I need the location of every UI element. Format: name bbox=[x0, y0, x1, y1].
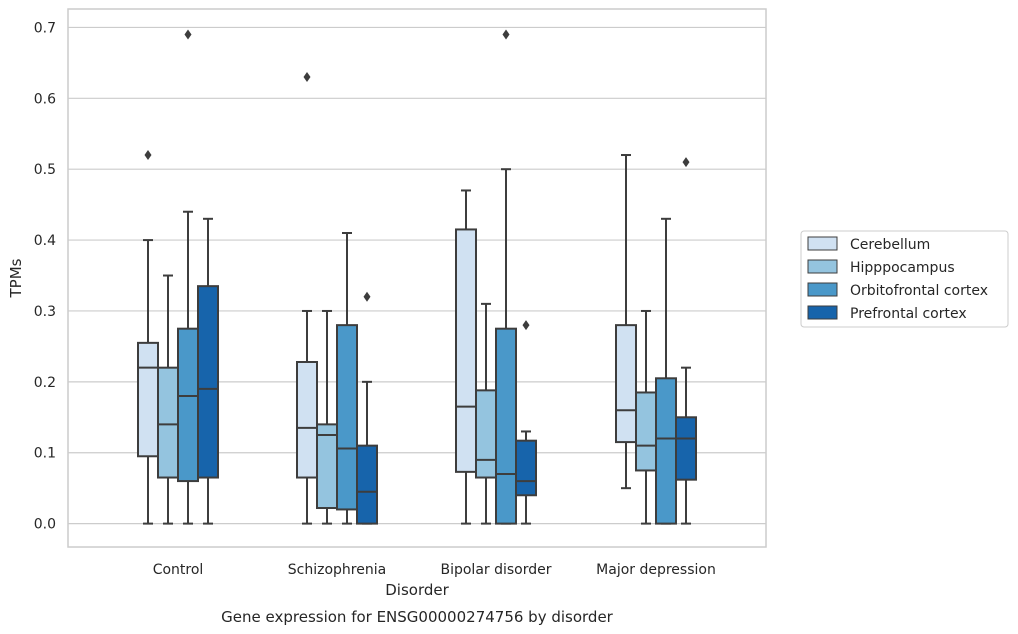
x-axis-title: Disorder bbox=[385, 581, 449, 599]
x-tick-labels: Control Schizophrenia Bipolar disorder Majo… bbox=[153, 562, 716, 578]
x-tick-label: Schizophrenia bbox=[288, 562, 386, 578]
box-prefrontal-cortex bbox=[515, 320, 537, 525]
box-cerebellum bbox=[455, 189, 477, 525]
y-tick-label: 0.1 bbox=[34, 446, 56, 462]
box-hipppocampus bbox=[475, 302, 497, 525]
y-tick-label: 0.6 bbox=[34, 91, 56, 107]
outlier-point bbox=[303, 72, 311, 83]
outlier-point bbox=[363, 291, 371, 302]
box-orbitofrontal-cortex bbox=[177, 29, 199, 525]
box-iqr bbox=[296, 360, 318, 479]
box-cerebellum bbox=[137, 150, 159, 525]
box-iqr bbox=[635, 391, 657, 472]
legend-label: Hipppocampus bbox=[850, 260, 955, 276]
box-cerebellum bbox=[296, 72, 318, 525]
legend-label: Prefrontal cortex bbox=[850, 306, 967, 322]
legend: Cerebellum Hipppocampus Orbitofrontal cort… bbox=[800, 230, 1009, 328]
box-orbitofrontal-cortex bbox=[336, 231, 358, 525]
outlier-point bbox=[502, 29, 510, 40]
outlier-point bbox=[522, 320, 530, 331]
y-tick-labels: 0.0 0.1 0.2 0.3 0.4 0.5 0.6 0.7 bbox=[34, 20, 56, 532]
box-iqr bbox=[475, 389, 497, 479]
y-tick-label: 0.5 bbox=[34, 162, 56, 178]
chart-caption: Gene expression for ENSG00000274756 by d… bbox=[221, 608, 614, 626]
outlier-point bbox=[144, 150, 152, 161]
box-iqr bbox=[316, 423, 338, 510]
box-cerebellum bbox=[615, 154, 637, 490]
box-iqr bbox=[515, 439, 537, 497]
y-axis-title: TPMs bbox=[7, 258, 25, 298]
y-tick-label: 0.0 bbox=[34, 517, 56, 533]
y-tick-label: 0.2 bbox=[34, 375, 56, 391]
box-iqr bbox=[157, 366, 179, 479]
legend-frame bbox=[800, 230, 1009, 328]
box-iqr bbox=[336, 324, 358, 511]
boxes bbox=[137, 29, 697, 525]
y-tick-label: 0.3 bbox=[34, 304, 56, 320]
legend-label: Cerebellum bbox=[850, 237, 930, 253]
y-tick-label: 0.7 bbox=[34, 20, 56, 36]
box-iqr bbox=[455, 228, 477, 473]
box-prefrontal-cortex bbox=[356, 291, 378, 525]
legend-swatch bbox=[807, 305, 838, 320]
box-prefrontal-cortex bbox=[197, 217, 219, 525]
box-iqr bbox=[356, 444, 378, 525]
legend-label: Orbitofrontal cortex bbox=[850, 283, 988, 299]
y-tick-label: 0.4 bbox=[34, 233, 56, 249]
box-iqr bbox=[177, 327, 199, 483]
legend-swatch bbox=[807, 259, 838, 274]
outlier-point bbox=[682, 157, 690, 168]
x-tick-label: Control bbox=[153, 562, 204, 578]
outlier-point bbox=[184, 29, 192, 40]
box-iqr bbox=[197, 285, 219, 479]
box-orbitofrontal-cortex bbox=[655, 217, 677, 525]
x-tick-label: Major depression bbox=[596, 562, 716, 578]
legend-swatch bbox=[807, 236, 838, 251]
box-iqr bbox=[615, 324, 637, 444]
box-iqr bbox=[675, 416, 697, 481]
box-iqr bbox=[495, 327, 517, 525]
legend-swatch bbox=[807, 282, 838, 297]
box-iqr bbox=[137, 341, 159, 458]
box-orbitofrontal-cortex bbox=[495, 29, 517, 525]
box-prefrontal-cortex bbox=[675, 157, 697, 525]
x-tick-label: Bipolar disorder bbox=[440, 562, 551, 578]
box-iqr bbox=[655, 377, 677, 525]
